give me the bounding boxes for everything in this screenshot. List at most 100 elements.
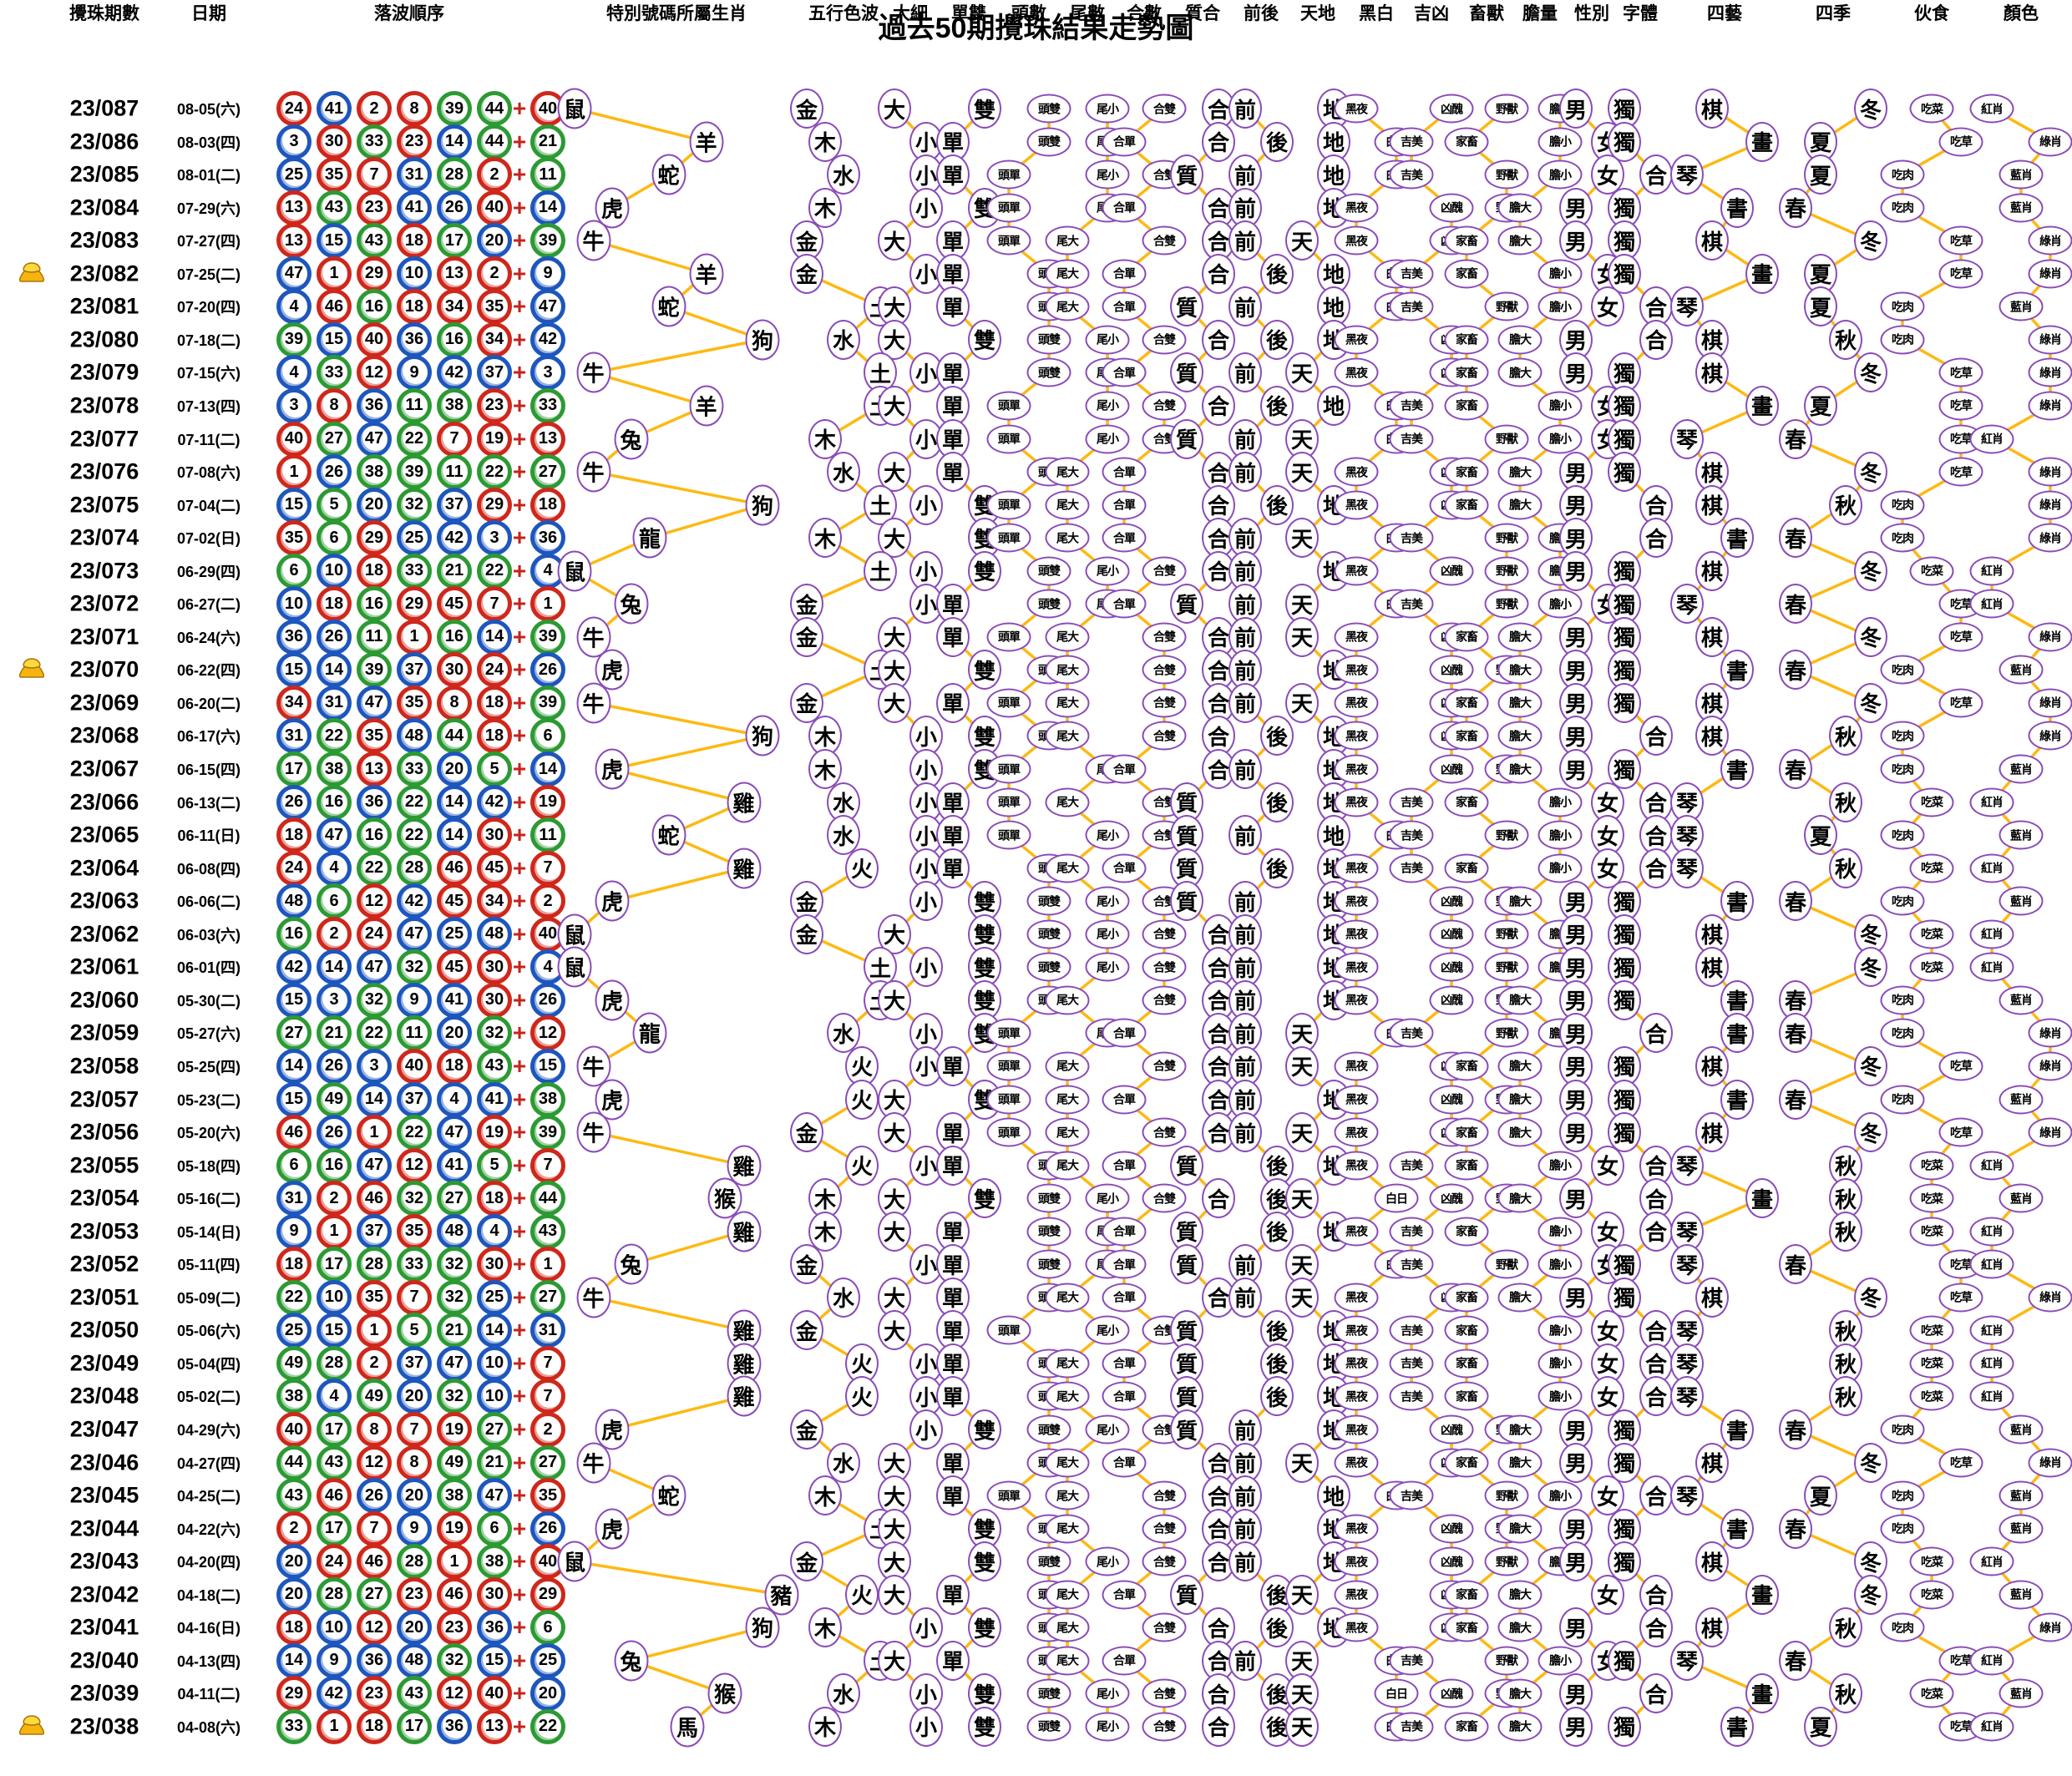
trend-node-四季: 春 [1779, 1409, 1812, 1450]
plus-icon: + [512, 1283, 527, 1310]
trend-node-吉凶: 吉美 [1389, 820, 1434, 850]
trend-node-天地: 天 [1285, 1673, 1319, 1714]
trend-node-五行色波: 金 [790, 89, 823, 129]
trend-node-尾數: 尾大 [1045, 259, 1090, 289]
trend-node-五行色波: 木 [808, 418, 842, 459]
trend-node-五行色波: 金 [790, 1244, 823, 1285]
trend-node-字體: 合 [1639, 1013, 1673, 1054]
zodiac-node: 虎 [595, 748, 630, 790]
trend-node-吉凶: 吉美 [1389, 127, 1434, 157]
drawn-ball: 11 [357, 619, 392, 655]
drawn-ball: 35 [397, 1213, 432, 1249]
trend-node-五行色波: 金 [790, 913, 823, 954]
drawn-ball: 44 [477, 124, 512, 159]
trend-node-單雙: 單 [936, 1112, 970, 1153]
zodiac-node: 雞 [727, 782, 761, 823]
trend-node-膽量: 膽小 [1538, 127, 1583, 157]
trend-node-大細: 小 [909, 187, 943, 228]
trend-node-伙食: 吃菜 [1909, 1151, 1954, 1181]
plus-icon: + [512, 326, 527, 352]
trend-node-前後: 後 [1260, 253, 1294, 294]
trend-node-合數: 合單 [1102, 259, 1147, 289]
drawn-ball: 44 [477, 91, 512, 126]
trend-node-黑白: 黑夜 [1334, 1546, 1379, 1576]
trend-node-顏色: 綠肖 [2028, 1117, 2072, 1147]
drawn-ball: 21 [317, 1015, 352, 1051]
trend-node-吉凶: 吉美 [1389, 1348, 1434, 1379]
trend-node-四藝: 棋 [1695, 947, 1729, 988]
trend-node-字體: 合 [1639, 1475, 1673, 1516]
drawn-ball: 38 [437, 387, 472, 423]
trend-node-顏色: 藍肖 [1999, 886, 2044, 916]
draw-date: 07-27(四) [176, 233, 241, 250]
trend-node-質合: 質 [1170, 1376, 1203, 1417]
trend-node-合數: 合雙 [1142, 225, 1187, 256]
trend-node-顏色: 藍肖 [1999, 655, 2044, 685]
trend-node-黑白: 黑夜 [1334, 357, 1379, 387]
trend-node-顏色: 綠肖 [2028, 259, 2072, 289]
trend-node-膽量: 膽大 [1497, 1580, 1543, 1610]
drawn-ball: 28 [357, 1247, 392, 1283]
draw-date: 04-18(二) [176, 1586, 241, 1604]
drawn-ball: 39 [437, 91, 472, 126]
drawn-ball: 25 [477, 1279, 512, 1315]
trend-node-膽量: 膽大 [1497, 985, 1543, 1015]
trend-node-四季: 春 [1779, 584, 1812, 625]
trend-node-性別: 男 [1559, 979, 1593, 1020]
drawn-ball: 10 [276, 586, 312, 622]
special-ball: 43 [530, 1213, 565, 1249]
trend-node-尾數: 尾大 [1045, 1283, 1090, 1313]
trend-node-字體: 合 [1639, 1376, 1673, 1417]
trend-node-頭數: 頭單 [986, 523, 1031, 553]
drawn-ball: 41 [317, 91, 352, 126]
column-header-字體: 字體 [1623, 4, 1658, 23]
draw-date: 07-02(日) [176, 530, 241, 548]
trend-node-伙食: 吃肉 [1880, 193, 1925, 223]
drawn-ball: 49 [357, 1379, 392, 1414]
trend-node-性別: 女 [1591, 1475, 1624, 1516]
special-ball: 39 [530, 619, 565, 655]
drawn-ball: 20 [276, 1576, 312, 1612]
drawn-ball: 9 [317, 1642, 352, 1678]
trend-node-天地: 天 [1285, 352, 1319, 393]
drawn-ball: 24 [276, 91, 312, 126]
special-ball: 7 [530, 1345, 565, 1381]
column-header-大細: 大細 [893, 4, 928, 23]
trend-node-字體: 合 [1639, 1673, 1673, 1714]
trend-node-大細: 大 [878, 1112, 911, 1153]
draw-date: 06-13(二) [176, 794, 241, 812]
special-ball: 38 [530, 1081, 565, 1117]
trend-node-膽量: 膽大 [1497, 886, 1543, 916]
plus-icon: + [512, 656, 527, 683]
drawn-ball: 48 [397, 718, 432, 754]
drawn-ball: 35 [357, 1279, 392, 1315]
plus-icon: + [512, 888, 527, 914]
trend-node-天地: 天 [1285, 1706, 1319, 1747]
drawn-ball: 48 [397, 1642, 432, 1678]
drawn-ball: 45 [437, 883, 472, 919]
trend-node-顏色: 藍肖 [1999, 820, 2044, 850]
draw-date: 06-24(六) [176, 629, 241, 646]
plus-icon: + [512, 854, 527, 881]
trend-node-畜獸: 野獸 [1484, 424, 1529, 453]
trend-node-顏色: 綠肖 [2028, 391, 2072, 421]
trend-node-吉凶: 吉美 [1389, 787, 1434, 817]
special-ball: 26 [530, 982, 565, 1018]
drawn-ball: 40 [397, 1048, 432, 1084]
trend-node-顏色: 紅肖 [1969, 853, 2014, 883]
draw-period: 23/084 [69, 195, 139, 220]
drawn-ball: 38 [437, 1478, 472, 1514]
trend-node-畜獸: 家畜 [1444, 688, 1489, 718]
trend-node-四藝: 書 [1720, 749, 1754, 789]
trend-node-膽量: 膽大 [1497, 1051, 1543, 1081]
trend-node-尾數: 尾大 [1045, 523, 1090, 553]
drawn-ball: 36 [437, 1708, 472, 1744]
trend-node-前後: 後 [1260, 385, 1294, 426]
trend-node-尾數: 尾大 [1045, 1117, 1090, 1147]
special-ball: 22 [530, 1708, 565, 1744]
trend-node-吉凶: 吉美 [1389, 1480, 1434, 1510]
plus-icon: + [512, 1185, 527, 1212]
trend-node-五行色波: 木 [808, 187, 842, 228]
plus-icon: + [512, 788, 527, 815]
